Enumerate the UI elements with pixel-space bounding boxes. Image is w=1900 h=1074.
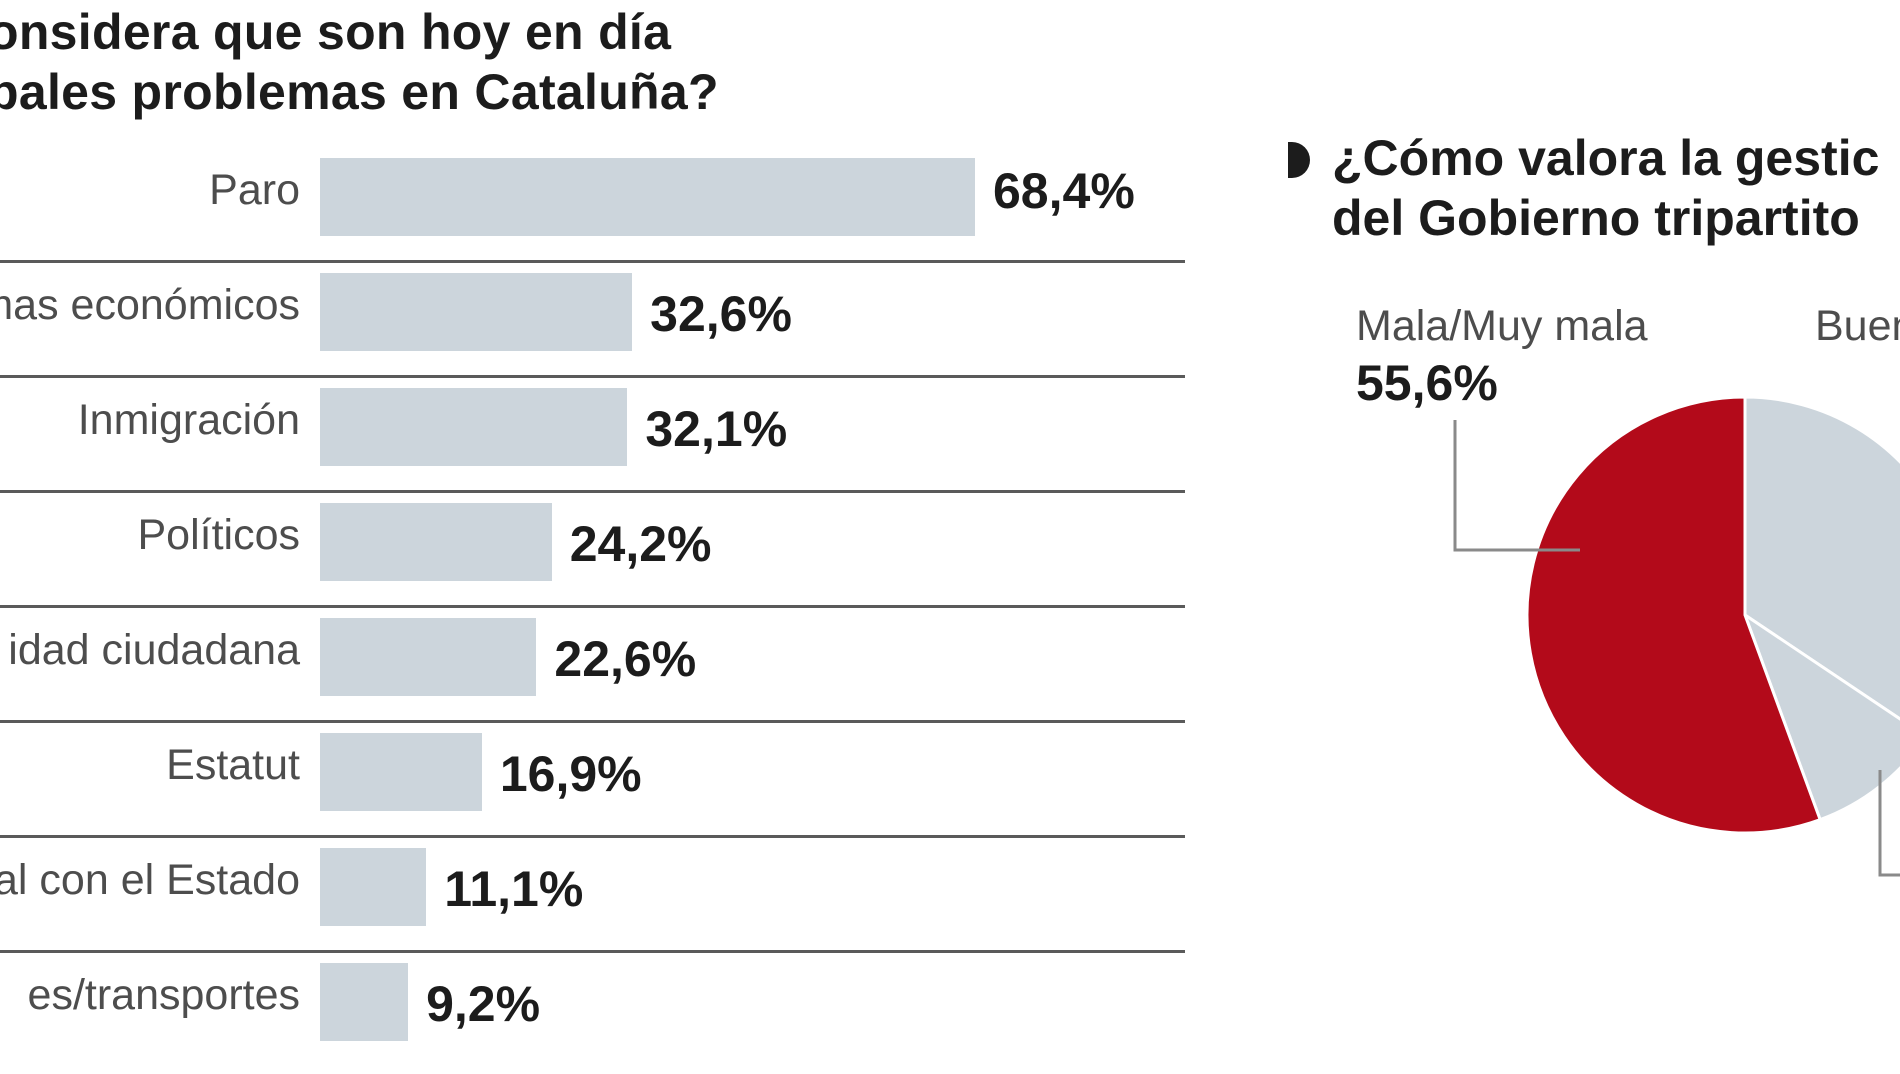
bar-row: Estatut 16,9% <box>0 723 1185 838</box>
bar <box>320 733 482 811</box>
bar <box>320 963 409 1041</box>
bar-row: Políticos 24,2% <box>0 493 1185 608</box>
pie-slice-buena <box>1743 395 1900 721</box>
bar <box>320 503 552 581</box>
row-divider <box>0 375 1185 378</box>
bar-category-label: Inmigración <box>77 396 300 444</box>
bar-category-label: es/transportes <box>27 971 300 1019</box>
bar-row: al con el Estado 11,1% <box>0 838 1185 953</box>
pie-label-mala: Mala/Muy mala <box>1356 302 1648 350</box>
bar <box>320 158 975 236</box>
bar-chart-title: onsidera que son hoy en día pales proble… <box>0 4 719 120</box>
bar-value-label: 32,1% <box>645 401 788 457</box>
bar-value-label: 11,1% <box>444 861 584 917</box>
bar-value-label: 9,2% <box>426 976 541 1032</box>
pie-slice-other <box>1742 611 1900 822</box>
bar-category-label: al con el Estado <box>0 856 300 904</box>
row-divider <box>0 950 1185 953</box>
bar <box>320 848 427 926</box>
pie-value-mala: 55,6% <box>1356 355 1498 411</box>
bar-category-label: Políticos <box>137 511 300 559</box>
row-divider <box>0 835 1185 838</box>
row-divider <box>0 260 1185 263</box>
bar-value-label: 68,4% <box>993 163 1135 219</box>
bar-value-label: 16,9% <box>499 746 642 802</box>
pie-slice-mala <box>1525 395 1823 835</box>
row-divider <box>0 720 1185 723</box>
row-divider <box>0 605 1185 608</box>
bar <box>320 388 628 466</box>
pie-leader-line-mala <box>1453 420 1580 552</box>
bar-category-label: Estatut <box>166 741 300 789</box>
pie-leader-line-other <box>1878 770 1900 877</box>
bar-row: idad ciudadana 22,6% <box>0 608 1185 723</box>
bar-category-label: idad ciudadana <box>8 626 300 674</box>
bar-value-label: 32,6% <box>650 286 792 342</box>
bar <box>320 273 633 351</box>
bar-category-label: mas económicos <box>0 281 300 329</box>
half-circle-bullet-icon <box>1288 142 1310 178</box>
row-divider <box>0 490 1185 493</box>
pie-chart-title: ¿Cómo valora la gestic del Gobierno trip… <box>1332 130 1880 246</box>
pie-label-buena: Buen <box>1815 302 1900 350</box>
bar-row: es/transportes 9,2% <box>0 953 1185 1068</box>
bar-category-label: Paro <box>209 166 300 214</box>
bar-value-label: 24,2% <box>569 516 712 572</box>
bar-row: Inmigración 32,1% <box>0 378 1185 493</box>
bar-value-label: 22,6% <box>554 631 697 687</box>
bar-row: mas económicos 32,6% <box>0 263 1185 378</box>
bar <box>320 618 537 696</box>
bar-row: Paro 68,4% <box>0 148 1185 263</box>
